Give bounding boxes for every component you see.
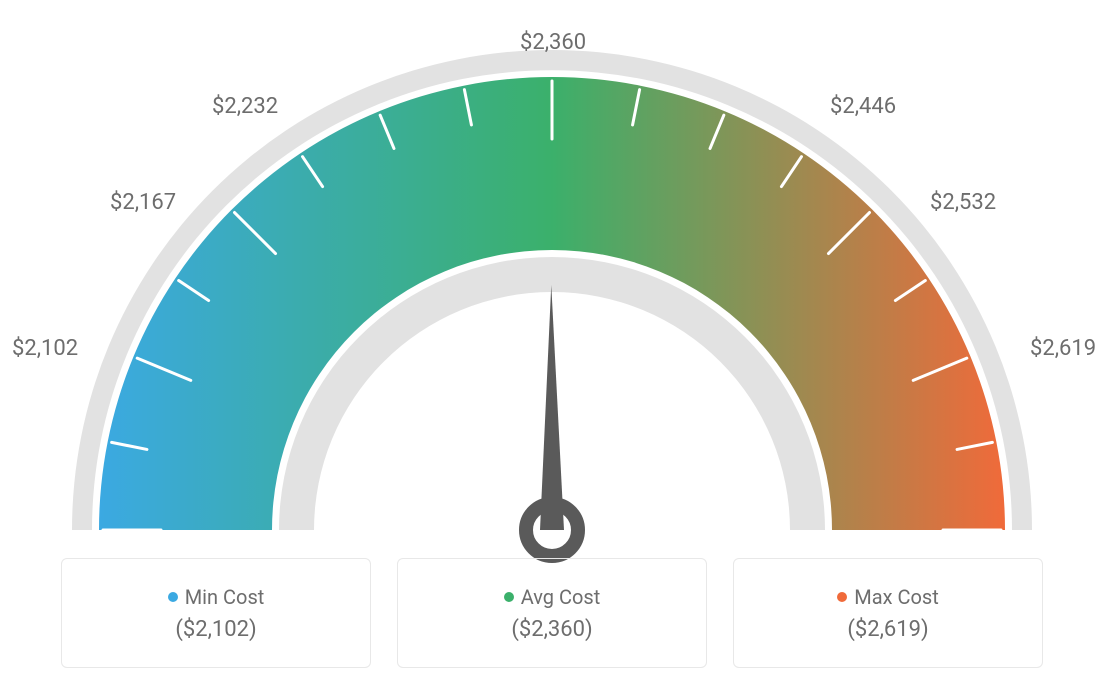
- gauge-group: [72, 50, 1032, 556]
- dot-icon: [837, 592, 847, 602]
- gauge-area: $2,102 $2,167 $2,232 $2,360 $2,446 $2,532 $2,6…: [0, 0, 1104, 540]
- gauge-tick-label: $2,532: [930, 190, 996, 215]
- legend-card-max: Max Cost ($2,619): [733, 558, 1043, 668]
- legend-value-max: ($2,619): [847, 617, 928, 642]
- legend-label-avg: Avg Cost: [504, 585, 601, 609]
- legend-label-max: Max Cost: [837, 585, 939, 609]
- dot-icon: [168, 592, 178, 602]
- gauge-tick-label: $2,232: [212, 94, 278, 119]
- legend-label-text: Avg Cost: [521, 585, 601, 609]
- legend-card-avg: Avg Cost ($2,360): [397, 558, 707, 668]
- dot-icon: [504, 592, 514, 602]
- legend-card-min: Min Cost ($2,102): [61, 558, 371, 668]
- gauge-tick-label: $2,102: [12, 336, 78, 361]
- legend-row: Min Cost ($2,102) Avg Cost ($2,360) Max …: [0, 558, 1104, 668]
- legend-label-min: Min Cost: [168, 585, 265, 609]
- legend-value-min: ($2,102): [175, 617, 256, 642]
- gauge-tick-label: $2,446: [830, 94, 896, 119]
- gauge-svg: [0, 30, 1104, 570]
- legend-value-avg: ($2,360): [511, 617, 592, 642]
- cost-gauge-container: $2,102 $2,167 $2,232 $2,360 $2,446 $2,532 $2,6…: [0, 0, 1104, 690]
- gauge-tick-label: $2,360: [520, 30, 586, 55]
- gauge-tick-label: $2,619: [1030, 336, 1096, 361]
- gauge-tick-label: $2,167: [110, 190, 176, 215]
- legend-label-text: Max Cost: [854, 585, 939, 609]
- legend-label-text: Min Cost: [185, 585, 265, 609]
